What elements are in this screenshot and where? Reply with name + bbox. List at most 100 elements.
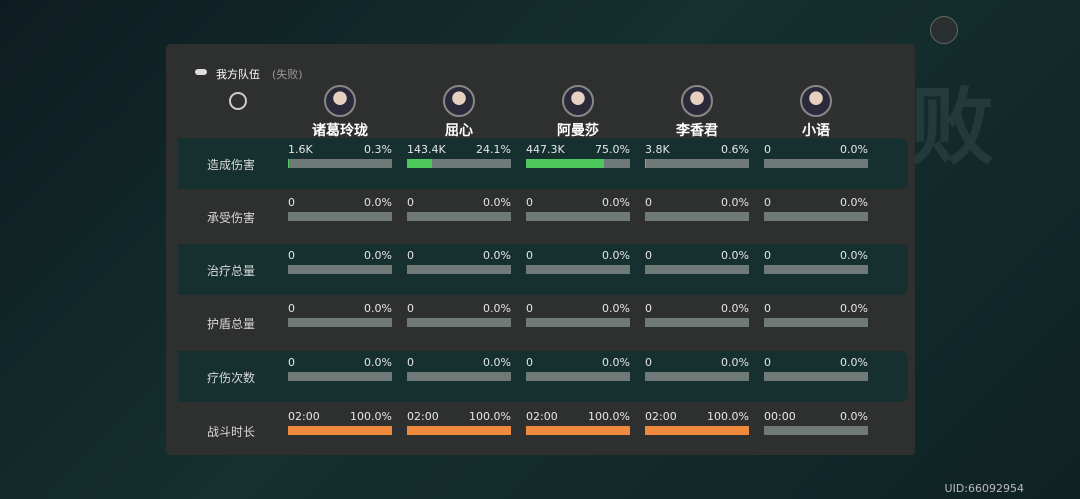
bar-track (288, 265, 392, 274)
amount: 3.8K (645, 143, 670, 156)
amount: 0 (526, 356, 533, 369)
bar-track (526, 212, 630, 221)
bar-track (645, 318, 749, 327)
amount: 02:00 (645, 410, 677, 423)
bar-track (407, 372, 511, 381)
stat-label: 承受伤害 (206, 211, 255, 225)
bar-fill (526, 426, 630, 435)
amount: 02:00 (407, 410, 439, 423)
amount: 0 (407, 356, 414, 369)
amount: 0 (764, 356, 771, 369)
amount: 0 (288, 302, 295, 315)
share-label: 0.6% (721, 143, 749, 156)
amount: 0 (645, 249, 652, 262)
amount: 0 (407, 196, 414, 209)
bar-track (764, 159, 868, 168)
bar-track (526, 372, 630, 381)
bar-track (407, 265, 511, 274)
bar-track (526, 318, 630, 327)
amount: 0 (288, 356, 295, 369)
stat-label: 护盾总量 (206, 317, 255, 331)
bar-track (764, 265, 868, 274)
refresh-button[interactable] (229, 92, 247, 110)
share-label: 100.0% (588, 410, 630, 423)
share-label: 75.0% (595, 143, 630, 156)
bar-fill (645, 159, 646, 168)
amount: 0 (407, 302, 414, 315)
uid: UID:66092954 (944, 482, 1024, 495)
share-label: 0.0% (364, 196, 392, 209)
share-label: 0.0% (840, 249, 868, 262)
amount: 0 (407, 249, 414, 262)
avatar (681, 85, 713, 117)
bar-track (288, 159, 392, 168)
member-name: 阿曼莎 (557, 123, 599, 139)
bar-track (645, 372, 749, 381)
bar-track (764, 372, 868, 381)
amount: 0 (645, 196, 652, 209)
team-title: 我方队伍 (216, 68, 260, 81)
bar-fill (407, 159, 433, 168)
amount: 0 (764, 249, 771, 262)
member-name: 诸葛玲珑 (312, 123, 368, 139)
amount: 0 (526, 249, 533, 262)
team-status: (失败) (272, 68, 303, 81)
avatar (324, 85, 356, 117)
share-label: 0.0% (483, 196, 511, 209)
member-name: 屈心 (445, 123, 473, 139)
stat-label: 治疗总量 (206, 264, 255, 278)
amount: 1.6K (288, 143, 313, 156)
stat-label: 战斗时长 (206, 425, 255, 439)
amount: 0 (764, 143, 771, 156)
amount: 0 (645, 356, 652, 369)
toggle-icon[interactable] (195, 69, 207, 75)
amount: 447.3K (526, 143, 565, 156)
amount: 0 (288, 196, 295, 209)
amount: 0 (526, 196, 533, 209)
share-label: 100.0% (469, 410, 511, 423)
bar-track (645, 159, 749, 168)
bar-track (764, 426, 868, 435)
amount: 00:00 (764, 410, 796, 423)
amount: 0 (764, 302, 771, 315)
stats-button[interactable] (930, 16, 958, 44)
member-name: 小语 (802, 123, 830, 139)
stat-label: 疗伤次数 (206, 371, 255, 385)
share-label: 0.0% (483, 356, 511, 369)
bar-track (645, 265, 749, 274)
share-label: 0.0% (483, 302, 511, 315)
share-label: 0.0% (840, 143, 868, 156)
bar-fill (288, 426, 392, 435)
amount: 02:00 (526, 410, 558, 423)
share-label: 0.0% (364, 249, 392, 262)
bar-track (645, 212, 749, 221)
bar-track (526, 265, 630, 274)
bar-track (407, 212, 511, 221)
amount: 0 (764, 196, 771, 209)
bar-track (288, 372, 392, 381)
share-label: 0.0% (602, 196, 630, 209)
amount: 02:00 (288, 410, 320, 423)
avatar (562, 85, 594, 117)
bar-track (407, 159, 511, 168)
bar-track (288, 318, 392, 327)
amount: 0 (526, 302, 533, 315)
bar-fill (645, 426, 749, 435)
share-label: 0.0% (721, 196, 749, 209)
share-label: 0.0% (840, 410, 868, 423)
bar-track (407, 318, 511, 327)
share-label: 0.0% (840, 356, 868, 369)
share-label: 0.0% (602, 356, 630, 369)
member-name: 李香君 (676, 123, 718, 139)
share-label: 0.0% (364, 356, 392, 369)
avatar (443, 85, 475, 117)
share-label: 0.0% (602, 302, 630, 315)
share-label: 0.0% (721, 356, 749, 369)
share-label: 0.0% (840, 196, 868, 209)
bar-fill (526, 159, 604, 168)
share-label: 100.0% (350, 410, 392, 423)
share-label: 0.0% (483, 249, 511, 262)
stat-label: 造成伤害 (206, 158, 255, 172)
share-label: 100.0% (707, 410, 749, 423)
